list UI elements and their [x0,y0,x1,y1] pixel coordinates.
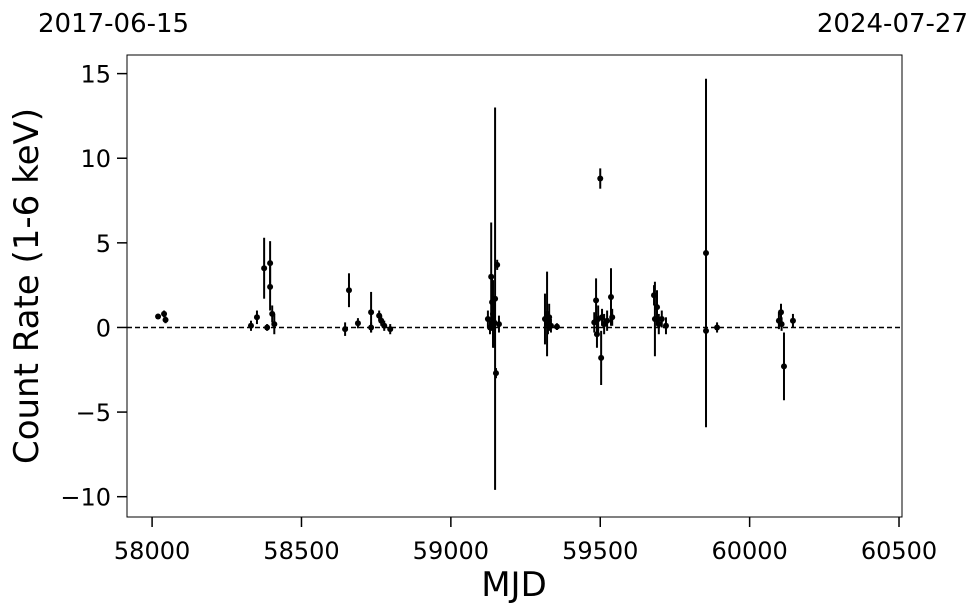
data-point [597,175,604,182]
data-point [608,294,615,300]
data-point [378,317,385,324]
data-point [387,326,394,333]
data-point [778,321,785,328]
data-point [598,354,605,361]
y-tick-label: 0 [96,314,111,342]
y-tick-label: 10 [80,145,111,173]
data-point [155,313,162,320]
data-point [267,283,274,290]
data-point [593,297,600,304]
x-tick-label: 59000 [413,537,489,565]
data-point [264,324,271,331]
data-point [658,316,665,322]
data-point [662,322,669,329]
data-point [261,265,268,272]
x-axis-label: MJD [481,565,547,605]
x-tick-label: 59500 [562,537,638,565]
data-point [714,324,721,331]
data-point [247,322,254,329]
data-point [342,326,349,333]
data-point [654,304,661,311]
data-point [271,321,278,328]
x-tick-label: 58500 [263,537,339,565]
data-point [161,310,168,317]
data-point [368,309,375,316]
data-point [492,370,499,377]
data-point [609,314,616,321]
y-tick-label: 15 [80,61,111,89]
data-point [345,287,352,294]
data-point [354,320,361,327]
x-tick-label: 58000 [114,537,190,565]
plot-frame [126,54,903,518]
data-point [655,321,662,328]
x-tick-label: 60000 [711,537,787,565]
y-tick-label: −10 [60,484,111,512]
y-axis-label: Count Rate (1-6 keV) [7,108,47,464]
data-point [593,331,600,338]
data-point [780,363,787,370]
data-point [494,261,501,268]
data-point [777,309,784,316]
data-point [253,314,260,321]
y-tick-label: 5 [96,230,111,258]
data-point [703,250,710,256]
data-point [492,295,499,302]
data-point [553,323,560,330]
data-point [604,317,611,324]
data-point [381,322,388,329]
data-point [495,321,502,328]
x-tick-label: 60500 [861,537,937,565]
top-left-label: 2017-06-15 [38,9,189,39]
y-tick-label: −5 [76,399,111,427]
data-point [162,316,169,323]
data-point [547,322,554,329]
data-point [546,314,553,321]
data-point [789,317,796,324]
top-right-label: 2024-07-27 [817,9,968,39]
data-point [703,327,710,334]
data-point [484,316,491,322]
data-point [368,324,375,331]
